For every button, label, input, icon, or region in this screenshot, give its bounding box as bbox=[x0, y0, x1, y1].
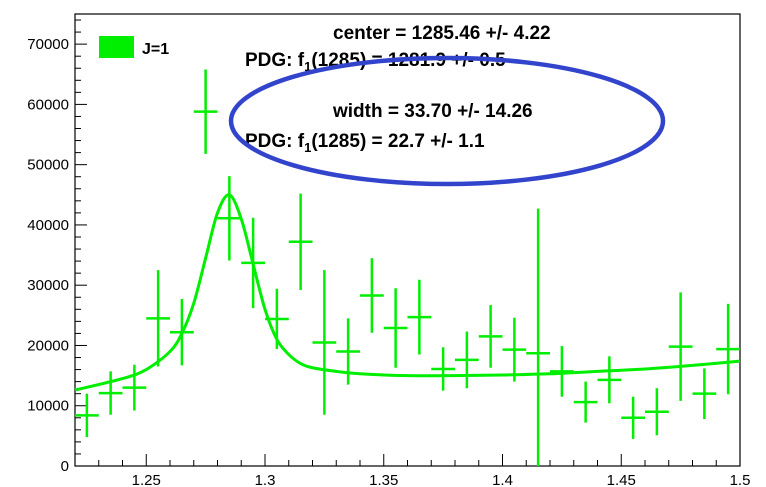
x-tick-label: 1.45 bbox=[607, 472, 636, 487]
data-point bbox=[526, 208, 550, 466]
data-point bbox=[98, 371, 123, 415]
x-tick-label: 1.5 bbox=[730, 472, 751, 487]
data-point bbox=[478, 305, 503, 368]
width-annotation: width = 33.70 +/- 14.26 bbox=[332, 101, 533, 122]
data-point bbox=[383, 288, 408, 368]
data-point bbox=[502, 317, 527, 382]
highlight-ellipse bbox=[228, 55, 666, 187]
fit-curve bbox=[74, 193, 741, 392]
data-point bbox=[146, 270, 170, 367]
data-point bbox=[193, 69, 218, 154]
y-tick-label: 40000 bbox=[27, 217, 69, 234]
legend-label-j1: J=1 bbox=[142, 41, 169, 58]
legend: J=1 bbox=[99, 36, 169, 58]
data-point bbox=[122, 364, 147, 411]
y-tick-label: 20000 bbox=[27, 337, 69, 354]
data-point bbox=[597, 356, 622, 404]
data-point bbox=[716, 303, 740, 395]
data-point bbox=[288, 193, 313, 291]
data-marks bbox=[75, 69, 740, 466]
y-tick-label: 50000 bbox=[27, 157, 69, 174]
center-annotation: center = 1285.46 +/- 4.22 bbox=[333, 23, 551, 44]
data-point bbox=[312, 270, 337, 415]
y-tick-label: 30000 bbox=[27, 277, 69, 294]
data-point bbox=[455, 331, 479, 389]
data-point bbox=[692, 368, 717, 419]
y-tick-label: 70000 bbox=[27, 36, 69, 53]
x-tick-label: 1.25 bbox=[132, 472, 161, 487]
y-tick-label: 0 bbox=[61, 458, 69, 475]
data-point bbox=[668, 292, 693, 401]
data-point bbox=[645, 388, 669, 436]
data-point bbox=[573, 381, 598, 423]
legend-swatch-j1 bbox=[99, 36, 134, 58]
axes: 1.25 1.3 1.35 1.4 1.45 1.5 0 10000 20000 30000 400… bbox=[27, 19, 751, 487]
data-point bbox=[407, 279, 432, 355]
x-tick-label: 1.4 bbox=[492, 472, 513, 487]
x-tick-label: 1.3 bbox=[255, 472, 276, 487]
data-point bbox=[217, 176, 242, 261]
y-tick-label: 10000 bbox=[27, 398, 69, 415]
data-point bbox=[621, 396, 645, 439]
pdg-width-annotation: PDG: f1(1285) = 22.7 +/- 1.1 bbox=[245, 131, 485, 155]
data-point bbox=[360, 258, 384, 333]
annotation-block: center = 1285.46 +/- 4.22 PDG: f1(1285) … bbox=[228, 23, 666, 187]
x-tick-label: 1.35 bbox=[369, 472, 398, 487]
data-point bbox=[75, 393, 99, 438]
y-tick-label: 60000 bbox=[27, 96, 69, 113]
data-point bbox=[431, 347, 455, 391]
plot-frame bbox=[74, 13, 741, 467]
